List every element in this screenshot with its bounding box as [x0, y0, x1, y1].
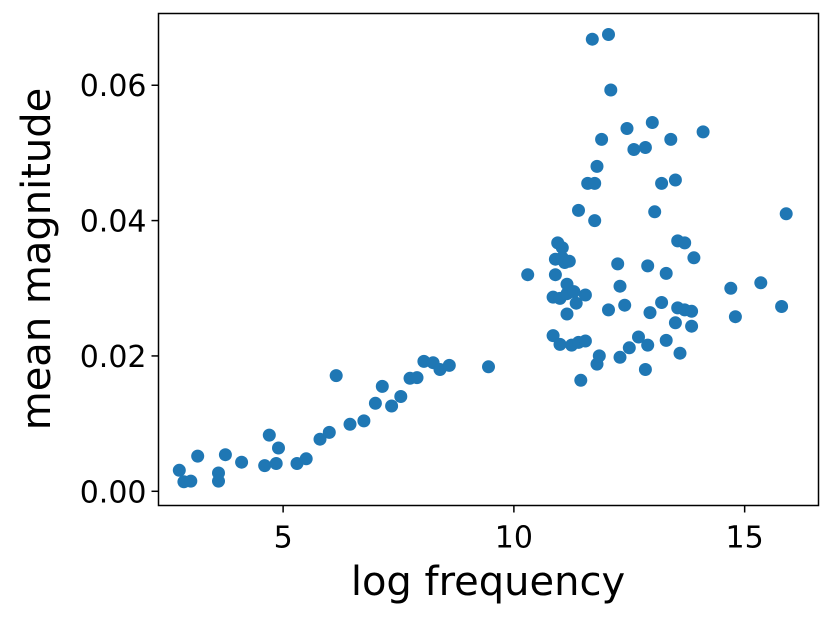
data-point [218, 448, 232, 462]
data-point [546, 329, 560, 343]
data-point [262, 428, 276, 442]
data-point [775, 300, 789, 313]
data-point [641, 259, 655, 273]
data-point [442, 358, 456, 372]
data-point [385, 399, 399, 413]
data-point [638, 363, 652, 376]
data-point [562, 254, 576, 268]
data-point [235, 455, 249, 469]
data-point [553, 337, 567, 351]
data-point [613, 279, 627, 293]
data-point [664, 132, 678, 146]
data-point [696, 125, 710, 139]
data-point [578, 288, 592, 302]
data-point [728, 310, 742, 324]
data-point [724, 281, 738, 295]
data-point [668, 316, 682, 330]
x-axis-label: log frequency [351, 559, 625, 605]
data-point [313, 432, 327, 446]
data-point [322, 425, 336, 439]
data-point [678, 236, 692, 250]
data-point [410, 371, 424, 385]
data-point [585, 32, 599, 46]
data-point [659, 266, 673, 280]
data-point [627, 143, 641, 156]
data-point [592, 349, 606, 363]
x-axis: 5 10 15 [274, 505, 764, 556]
y-tick-label: 0.06 [80, 69, 147, 104]
data-point [368, 396, 382, 410]
data-point [673, 346, 687, 360]
data-point [754, 276, 768, 290]
data-point [588, 176, 602, 190]
data-point [555, 241, 569, 255]
data-point [588, 214, 602, 228]
data-point [638, 141, 652, 154]
data-point [655, 176, 669, 190]
data-point [645, 116, 659, 129]
data-point [569, 296, 583, 310]
data-point [272, 441, 285, 455]
data-point [685, 319, 699, 333]
data-point [269, 457, 283, 470]
data-point [655, 296, 669, 309]
data-point [641, 338, 655, 352]
data-point [299, 452, 313, 466]
data-point [779, 207, 793, 221]
data-point [685, 304, 699, 318]
data-point [343, 417, 357, 431]
data-point [212, 474, 225, 488]
data-point [184, 474, 198, 488]
axes-frame [157, 12, 820, 507]
data-point [590, 159, 604, 173]
data-point [375, 379, 389, 393]
data-point [567, 285, 581, 299]
data-point [258, 459, 272, 473]
data-point [643, 306, 657, 320]
data-point [191, 449, 205, 463]
x-tick-label: 5 [274, 521, 293, 556]
y-tick-label: 0.02 [80, 340, 147, 375]
data-point [687, 251, 701, 265]
data-point [668, 173, 682, 187]
data-point [560, 307, 574, 321]
y-tick-label: 0.00 [80, 475, 147, 510]
data-point [394, 390, 408, 403]
data-point [521, 268, 535, 282]
data-point [611, 257, 625, 271]
data-point [613, 350, 627, 364]
data-point [595, 132, 609, 146]
x-tick-label: 10 [495, 521, 533, 556]
data-point [602, 28, 615, 41]
data-point [329, 369, 343, 383]
data-point [648, 205, 662, 219]
y-axis: 0.00 0.02 0.04 0.06 [80, 69, 159, 510]
y-axis-label: mean magnitude [14, 88, 60, 431]
data-point [602, 303, 615, 317]
data-point [618, 298, 632, 312]
y-tick-label: 0.04 [80, 205, 147, 240]
data-point [578, 334, 592, 348]
data-point [482, 360, 495, 374]
data-point [548, 268, 562, 282]
data-point [604, 83, 618, 97]
data-point [659, 333, 673, 347]
data-point [620, 122, 634, 135]
data-point [622, 341, 636, 355]
data-point [172, 463, 186, 477]
data-point [572, 203, 585, 217]
data-point [632, 330, 645, 344]
data-point [574, 373, 588, 387]
data-point [357, 414, 371, 428]
data-points [172, 28, 793, 489]
x-tick-label: 15 [726, 521, 764, 556]
